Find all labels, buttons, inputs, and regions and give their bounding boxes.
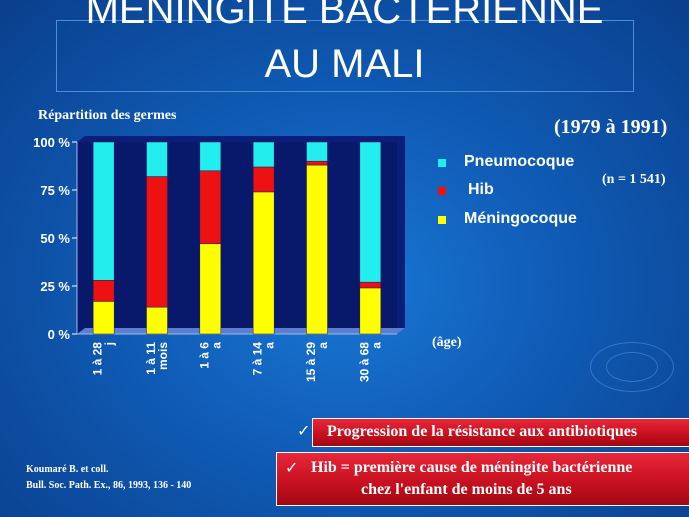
bar-segment-meningocoque [306, 164, 328, 335]
source-line-2: Bull. Soc. Path. Ex., 86, 1993, 136 - 14… [26, 480, 192, 491]
x-tick-label: 1 à 11 [144, 342, 158, 375]
bar-segment-meningocoque [146, 306, 168, 335]
bar-segment-hib [252, 166, 275, 193]
y-tick-label: 50 % [40, 231, 70, 246]
x-tick-label: 7 à 14 [251, 342, 265, 376]
slide-title-line1: MÉNINGITE BACTÉRIENNE [85, 0, 604, 32]
x-tick-label: 15 à 29 [304, 342, 318, 382]
resistance-callout-text: Progression de la résistance aux antibio… [327, 423, 638, 440]
legend-label-pneumocoque: Pneumocoque [464, 153, 575, 170]
bar-segment-hib [306, 160, 328, 166]
chart-subtitle: Répartition des germes [38, 108, 177, 123]
y-tick-label: 25 % [40, 279, 70, 294]
bar-segment-pneumocoque [199, 141, 222, 172]
x-tick-label: 1 à 28 [91, 342, 105, 376]
bar-segment-hib [146, 176, 168, 308]
x-tick-label: 1 à 6 [197, 342, 211, 369]
x-tick-label: a [369, 342, 383, 349]
legend-swatch-hib [438, 187, 446, 195]
bar-segment-hib [199, 170, 222, 245]
resistance-callout: Progression de la résistance aux antibio… [312, 418, 689, 447]
y-tick-label: 75 % [40, 183, 70, 198]
bar-segment-hib [92, 279, 115, 302]
legend-label-hib: Hib [468, 181, 494, 198]
x-tick-label: a [209, 342, 223, 349]
bar-segment-meningocoque [359, 287, 382, 335]
slide-title-line2: AU MALI [264, 42, 425, 86]
check-icon: ✓ [297, 421, 311, 440]
hib-callout-line2: chez l'enfant de moins de 5 ans [361, 481, 572, 498]
hib-callout: Hib = première cause de méningite bactér… [276, 452, 689, 506]
x-tick-label: j [103, 342, 117, 346]
check-icon: ✓ [285, 458, 299, 477]
hib-callout-line1: Hib = première cause de méningite bactér… [311, 459, 633, 476]
title-frame [56, 20, 634, 92]
bar-segment-pneumocoque [92, 141, 115, 281]
bar-segment-meningocoque [252, 191, 275, 335]
bar-segment-pneumocoque [146, 141, 168, 177]
x-tick-label: 30 à 68 [357, 342, 371, 382]
y-tick-label: 0 % [48, 327, 71, 342]
plot-floor [77, 328, 405, 334]
bar-segment-meningocoque [92, 301, 115, 335]
bar-segment-pneumocoque [306, 141, 328, 162]
x-tick-label: mois [156, 342, 170, 370]
bar-segment-meningocoque [199, 243, 222, 335]
x-tick-label: a [316, 342, 330, 349]
bar-segment-hib [359, 281, 382, 289]
legend-swatch-meningocoque [438, 216, 446, 224]
x-axis-label: (âge) [432, 335, 462, 350]
legend-swatch-pneumocoque [438, 159, 446, 167]
y-tick-label: 100 % [33, 135, 70, 150]
plot-area [77, 142, 397, 334]
ripple-decoration [590, 342, 674, 392]
source-citation: Koumaré B. et coll. Bull. Soc. Path. Ex.… [26, 462, 191, 494]
x-tick-label: a [263, 342, 277, 349]
sample-size-label: (n = 1 541) [602, 172, 666, 187]
source-line-1: Koumaré B. et coll. [26, 464, 109, 475]
period-label: (1979 à 1991) [554, 116, 668, 138]
legend-label-meningocoque: Méningocoque [464, 210, 577, 227]
bar-segment-pneumocoque [359, 141, 382, 283]
bar-segment-pneumocoque [252, 141, 275, 168]
